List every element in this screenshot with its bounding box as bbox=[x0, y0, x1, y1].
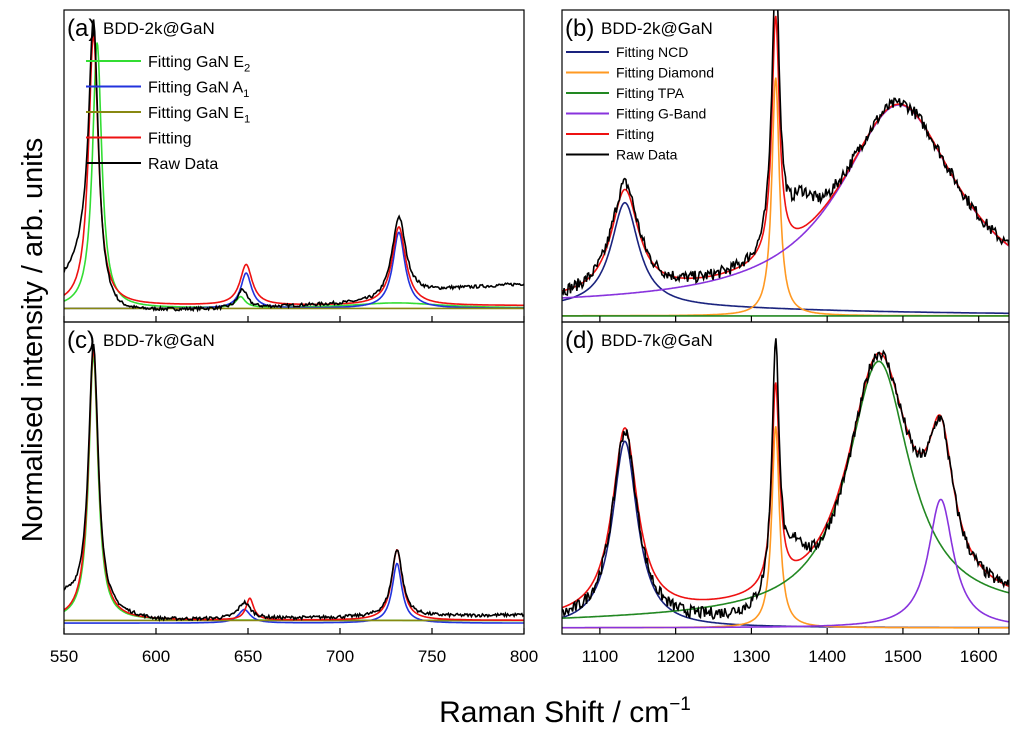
legend-b: Fitting NCD Fitting Diamond Fitting TPA Fit… bbox=[566, 44, 714, 163]
panel-a: (a) BDD-2k@GaN Fitting GaN E2 Fitting GaN A… bbox=[63, 9, 525, 323]
series-c-fitting-gan-e-2 bbox=[64, 353, 524, 622]
series-c-fitting bbox=[64, 347, 524, 622]
legend-sub-a-2: 1 bbox=[244, 114, 250, 126]
legend-label-b-1: Fitting Diamond bbox=[616, 65, 714, 81]
series-d-fitting-tpa bbox=[562, 360, 1009, 620]
x-axis-label-main: Raman Shift / cm bbox=[439, 696, 669, 729]
x-tick-label-c-550: 550 bbox=[50, 647, 78, 666]
plot-area-b bbox=[562, 10, 1009, 317]
legend-label-a-2: Fitting GaN E1 bbox=[148, 105, 250, 126]
frame-d bbox=[561, 321, 1010, 635]
legend-sub-a-1: 1 bbox=[243, 88, 249, 100]
plot-area-c bbox=[64, 343, 524, 624]
legend-label-a-0: Fitting GaN E2 bbox=[148, 54, 250, 75]
x-tick-label-d-1100: 1100 bbox=[582, 647, 619, 666]
x-tick-label-c-600: 600 bbox=[142, 647, 170, 666]
legend-label-a-3: Fitting bbox=[148, 130, 192, 147]
legend-label-b-3: Fitting G-Band bbox=[616, 106, 706, 122]
series-a-fitting-gan-a-1 bbox=[64, 231, 524, 310]
legend-label-a-1: Fitting GaN A1 bbox=[148, 79, 249, 100]
panel-d: (d) BDD-7k@GaN 1100 1200 1300 1400 1500 1600 bbox=[561, 321, 1010, 666]
panel-title-c: BDD-7k@GaN bbox=[103, 331, 215, 350]
legend-a: Fitting GaN E2 Fitting GaN A1 Fitting GaN … bbox=[86, 54, 250, 173]
panel-title-d: BDD-7k@GaN bbox=[601, 331, 713, 350]
frame-c bbox=[63, 321, 525, 635]
plot-area-a bbox=[64, 19, 524, 313]
series-b-fitting bbox=[562, 15, 1009, 292]
series-a-fitting-gan-e-2 bbox=[64, 42, 524, 309]
y-axis-label: Normalised intensity / arb. units bbox=[17, 138, 49, 543]
panel-label-b: (b) bbox=[565, 15, 594, 42]
legend-label-b-0: Fitting NCD bbox=[616, 44, 688, 60]
panel-label-d: (d) bbox=[565, 327, 594, 354]
legend-sub-a-0: 2 bbox=[244, 63, 250, 75]
x-tick-label-c-750: 750 bbox=[418, 647, 446, 666]
x-tick-label-c-800: 800 bbox=[510, 647, 538, 666]
series-a-fitting bbox=[64, 33, 524, 307]
legend-label-b-2: Fitting TPA bbox=[616, 85, 685, 101]
panel-label-a: (a) bbox=[67, 15, 96, 42]
series-d-fitting bbox=[562, 352, 1009, 609]
panel-label-c: (c) bbox=[67, 327, 95, 354]
x-tick-label-d-1200: 1200 bbox=[657, 647, 695, 666]
x-tick-label-c-650: 650 bbox=[234, 647, 262, 666]
series-c-raw-data bbox=[64, 343, 524, 622]
x-tick-label-d-1400: 1400 bbox=[808, 647, 846, 666]
series-d-fitting-ncd bbox=[562, 440, 1009, 629]
plot-area-d bbox=[562, 338, 1009, 629]
panel-title-a: BDD-2k@GaN bbox=[103, 19, 215, 38]
series-b-raw-data bbox=[562, 10, 1009, 296]
x-axis-label-sup: −1 bbox=[669, 694, 691, 715]
legend-label-a-4: Raw Data bbox=[148, 156, 218, 173]
x-tick-label-c-700: 700 bbox=[326, 647, 354, 666]
panel-c: (c) BDD-7k@GaN 550 600 650 700 750 800 bbox=[50, 321, 538, 666]
x-tick-label-d-1300: 1300 bbox=[732, 647, 770, 666]
x-tick-label-d-1500: 1500 bbox=[884, 647, 922, 666]
x-tick-label-d-1600: 1600 bbox=[960, 647, 998, 666]
series-a-raw-data bbox=[64, 19, 524, 313]
series-c-fitting-gan-a-1 bbox=[64, 562, 524, 624]
panel-title-b: BDD-2k@GaN bbox=[601, 19, 713, 38]
x-axis-label: Raman Shift / cm−1 bbox=[439, 694, 691, 729]
frame-a bbox=[63, 9, 525, 323]
series-d-raw-data bbox=[562, 338, 1009, 620]
legend-label-b-5: Raw Data bbox=[616, 147, 678, 163]
legend-label-b-4: Fitting bbox=[616, 126, 654, 142]
series-b-fitting-ncd bbox=[562, 201, 1009, 315]
series-d-fitting-g-band bbox=[562, 498, 1009, 629]
